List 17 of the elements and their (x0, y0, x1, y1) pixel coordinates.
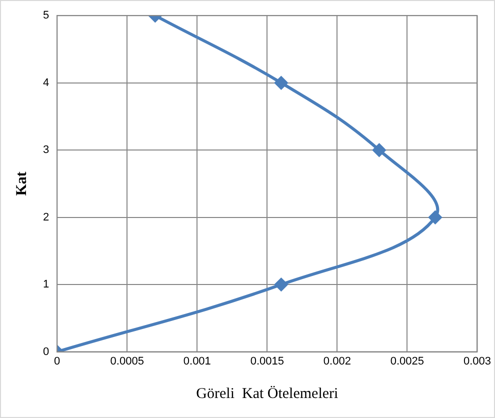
x-tick-label: 0.002 (323, 355, 351, 368)
y-tick-label: 4 (42, 76, 50, 89)
point (428, 210, 442, 224)
x-axis-title: Göreli Kat Ötelemeleri (196, 384, 338, 402)
y-tick-label: 3 (42, 144, 50, 156)
y-axis-title: Kat (14, 172, 30, 196)
x-tick-label: 0.001 (183, 355, 211, 368)
point (372, 144, 386, 157)
x-tick-label: 0.0005 (110, 355, 144, 368)
y-tick-label: 5 (42, 10, 50, 22)
y-tick-label: 2 (42, 211, 50, 224)
x-tick-label: 0 (54, 355, 60, 368)
x-tick-label: 0.003 (463, 355, 491, 368)
x-tick-label: 0.0015 (250, 355, 284, 368)
x-tick-label: 0.0025 (390, 355, 424, 368)
y-tick-label: 0 (42, 346, 50, 358)
y-tick-label: 1 (42, 278, 50, 291)
